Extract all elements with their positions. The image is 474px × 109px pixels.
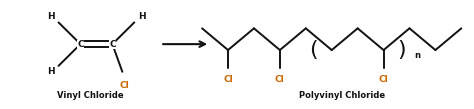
Text: Cl: Cl <box>119 81 129 90</box>
Text: ): ) <box>397 40 406 60</box>
Text: H: H <box>47 12 55 21</box>
Text: H: H <box>47 67 55 76</box>
Text: Polyvinyl Chloride: Polyvinyl Chloride <box>299 91 385 100</box>
Text: Cl: Cl <box>379 75 389 84</box>
Text: C: C <box>109 40 116 49</box>
Text: Cl: Cl <box>223 75 233 84</box>
Text: Cl: Cl <box>275 75 285 84</box>
Text: n: n <box>414 51 420 60</box>
Text: (: ( <box>310 40 318 60</box>
Text: Vinyl Chloride: Vinyl Chloride <box>57 91 124 100</box>
Text: C: C <box>77 40 84 49</box>
Text: H: H <box>138 12 146 21</box>
